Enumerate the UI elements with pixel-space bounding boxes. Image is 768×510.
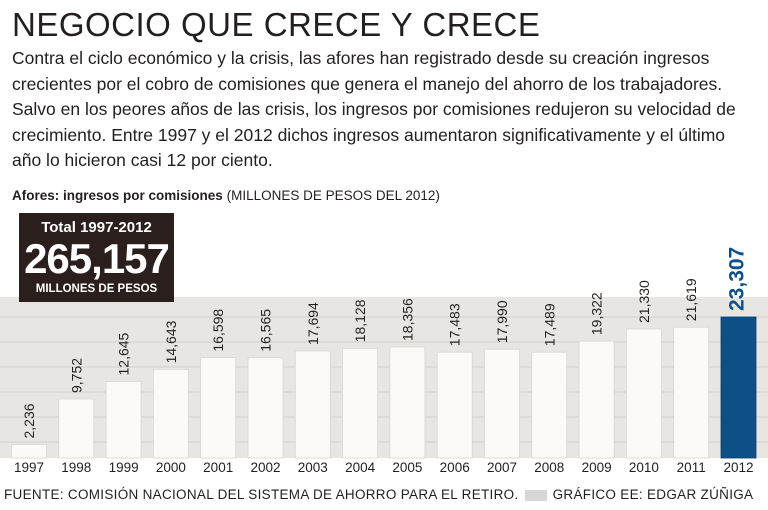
bar: [11, 444, 47, 459]
bar-value-label: 17,489: [541, 303, 557, 346]
bar-value-label: 9,752: [68, 358, 84, 393]
bar: [720, 316, 757, 459]
x-tick-label: 2000: [156, 460, 186, 475]
bar: [626, 328, 662, 459]
bar: [58, 398, 95, 459]
bar-value-label: 21,330: [636, 280, 652, 323]
bar: [247, 357, 284, 459]
x-tick-label: 2002: [250, 460, 280, 475]
total-unit: MILLONES DE PESOS: [35, 283, 158, 295]
bar-value-label: 12,645: [116, 332, 132, 375]
bar: [673, 326, 710, 459]
bar-value-label: 16,565: [258, 309, 274, 352]
total-value: 265,157: [24, 235, 170, 282]
bar: [200, 357, 237, 459]
x-tick-label: 2007: [487, 460, 517, 475]
bar: [342, 347, 379, 459]
x-tick-label: 1999: [109, 460, 139, 475]
bar-value-label: 21,619: [683, 278, 699, 321]
bar: [578, 340, 615, 459]
bar: [484, 348, 520, 459]
bar-value-label: 17,483: [447, 303, 463, 346]
bar-value-label: 23,307: [726, 247, 749, 311]
bar: [436, 351, 473, 459]
bar-value-label: 17,990: [494, 300, 510, 343]
x-tick-label: 2009: [582, 460, 612, 475]
x-tick-label: 2005: [392, 460, 422, 475]
chart-title: NEGOCIO QUE CRECE Y CRECE: [12, 6, 541, 43]
subtitle-unit: (MILLONES DE PESOS DEL 2012): [226, 188, 440, 203]
footer-source: FUENTE: COMISIÓN NACIONAL DEL SISTEMA DE…: [4, 487, 519, 502]
bar-value-label: 14,643: [163, 320, 179, 363]
total-label: Total 1997-2012: [41, 219, 152, 236]
x-tick-label: 2011: [677, 460, 706, 475]
footer-separator: [524, 489, 547, 501]
x-tick-label: 2012: [723, 460, 753, 475]
x-tick-label: 1998: [61, 460, 91, 475]
bar-value-label: 16,598: [210, 309, 226, 352]
x-tick-label: 1997: [14, 460, 44, 475]
subtitle-bold: Afores: ingresos por comisiones: [12, 188, 223, 203]
x-axis-band: [0, 458, 768, 478]
bar: [531, 351, 568, 459]
bar: [105, 381, 142, 459]
footer: FUENTE: COMISIÓN NACIONAL DEL SISTEMA DE…: [4, 487, 753, 502]
footer-credit: GRÁFICO EE: EDGAR ZÚÑIGA: [552, 487, 754, 502]
bar-value-label: 18,356: [399, 298, 415, 341]
bar-value-label: 19,322: [589, 292, 605, 335]
bar: [294, 350, 331, 459]
bar-value-label: 17,694: [305, 302, 321, 345]
x-tick-label: 2008: [534, 460, 564, 475]
chart-subtitle: Afores: ingresos por comisiones (MILLONE…: [12, 188, 440, 203]
bar-value-label: 2,236: [21, 403, 37, 438]
x-tick-label: 2004: [345, 460, 376, 475]
x-tick-label: 2003: [298, 460, 328, 475]
total-box: Total 1997-2012 265,157 MILLONES DE PESO…: [19, 213, 174, 302]
bar-value-label: 18,128: [352, 299, 368, 342]
x-tick-label: 2001: [203, 460, 233, 475]
intro-paragraph: Contra el ciclo económico y la crisis, l…: [12, 48, 736, 170]
bar: [389, 346, 426, 459]
x-tick-label: 2006: [440, 460, 470, 475]
bar: [152, 368, 189, 459]
x-tick-label: 2010: [629, 460, 659, 475]
